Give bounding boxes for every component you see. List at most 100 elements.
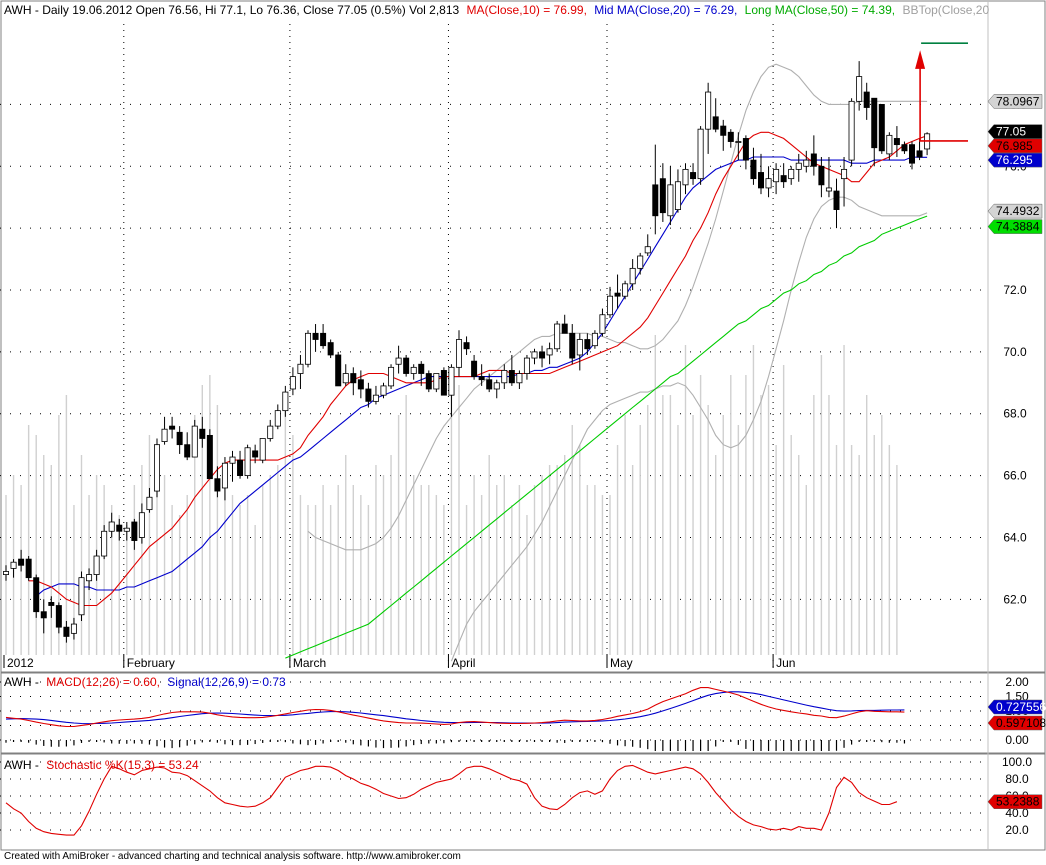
volume-bar (556, 465, 558, 655)
volume-bar (654, 335, 656, 655)
candle-up (523, 357, 530, 374)
candle-up (191, 425, 198, 458)
candle-down (727, 131, 734, 142)
close-tag-bg (987, 124, 1043, 139)
month-label: February (127, 656, 175, 670)
ma50-tag-text: 74.3884 (996, 220, 1040, 234)
stoch-tick-label: 20.0 (1005, 823, 1029, 837)
candle-up (289, 376, 296, 390)
candle-down (539, 351, 546, 359)
candle-down (18, 558, 25, 566)
volume-bar (782, 365, 785, 655)
candle-down (403, 357, 410, 374)
candle-up (388, 366, 395, 387)
candle-down (116, 524, 123, 532)
ma20-tag: 76.295 (987, 152, 1043, 168)
volume-bar (533, 485, 536, 655)
ma20-tag-bg (987, 152, 1043, 168)
month-label: April (451, 656, 475, 670)
candle-down (320, 332, 327, 347)
volume-bar (828, 395, 830, 655)
volume-bar (292, 435, 294, 655)
macd-tick-label: 2.00 (1005, 675, 1029, 689)
candle-up (221, 462, 228, 489)
volume-bar (518, 485, 521, 655)
volume-bar (571, 425, 573, 655)
candle-down (206, 434, 213, 480)
bbtop-tag: 78.0967 (987, 94, 1043, 109)
volume-bar (722, 415, 724, 655)
candle-up (448, 366, 455, 396)
candle-down (909, 144, 916, 164)
candle-down (720, 125, 727, 136)
candle-down (33, 577, 40, 613)
macd-title: AWH - (4, 675, 39, 689)
candle-down (893, 138, 900, 146)
volume-bar (699, 375, 702, 655)
volume-bar (790, 435, 792, 655)
ma20-tag-text: 76.295 (996, 153, 1033, 167)
volume-bar (390, 455, 392, 655)
close-tag-text: 77.05 (996, 125, 1026, 139)
candle-down (63, 626, 70, 637)
volume-bar (511, 505, 513, 655)
target-arrow-head (915, 50, 926, 69)
bollinger-bands (307, 63, 928, 662)
candle-up (516, 373, 523, 384)
volume-bar (548, 465, 551, 655)
candle-down (418, 363, 425, 374)
signal-tag: 0.727556 (987, 699, 1046, 715)
stoch-tag-text: 53.2388 (996, 795, 1040, 809)
candle-up (576, 339, 583, 356)
candle-down (818, 165, 825, 186)
candle-up (395, 357, 402, 365)
volume-bar (209, 375, 211, 655)
stoch-line (5, 764, 898, 836)
ma20-legend: Mid MA(Close,20) = 76.29, (594, 3, 737, 17)
stoch-k-line (5, 764, 898, 836)
volume-bar (80, 455, 83, 655)
candle-up (297, 363, 304, 374)
volume-bar (299, 495, 302, 655)
volume-bar (526, 515, 528, 655)
macd-histogram (5, 740, 906, 751)
candle-up (3, 571, 9, 575)
candle-up (637, 255, 644, 269)
candle-up (765, 178, 772, 189)
candle-up (101, 530, 108, 557)
candle-up (259, 438, 266, 461)
candle-up (674, 181, 681, 210)
candle-down (463, 342, 470, 350)
candle-up (591, 332, 598, 347)
candle-up (244, 447, 251, 476)
candle-down (750, 159, 757, 180)
volume-bar (503, 475, 505, 655)
bbtop-legend: BBTop(Close,20 (902, 3, 989, 17)
volume-bar (594, 485, 596, 655)
candle-down (327, 342, 334, 356)
signal-tag-bg (987, 699, 1043, 715)
ma50-tag-bg (987, 219, 1043, 234)
volume-bar (216, 405, 219, 655)
candle-down (169, 425, 176, 430)
volume-bar (684, 345, 687, 655)
volume-bar (752, 345, 755, 655)
volume-bar (43, 455, 45, 655)
ma10-tag-text: 76.985 (996, 139, 1033, 153)
candle-down (916, 150, 923, 158)
candle-down (690, 172, 697, 180)
candle-up (78, 577, 85, 616)
volume-bar (767, 385, 770, 655)
candle-up (622, 283, 629, 297)
candle-up (410, 366, 417, 374)
candle-up (146, 496, 153, 511)
volume-bar (843, 345, 845, 655)
moving-averages (28, 131, 928, 659)
candle-down (742, 138, 749, 161)
candle-down (810, 153, 817, 167)
candle-up (229, 456, 236, 464)
candle-down (365, 388, 372, 402)
volume-bar (465, 505, 468, 655)
